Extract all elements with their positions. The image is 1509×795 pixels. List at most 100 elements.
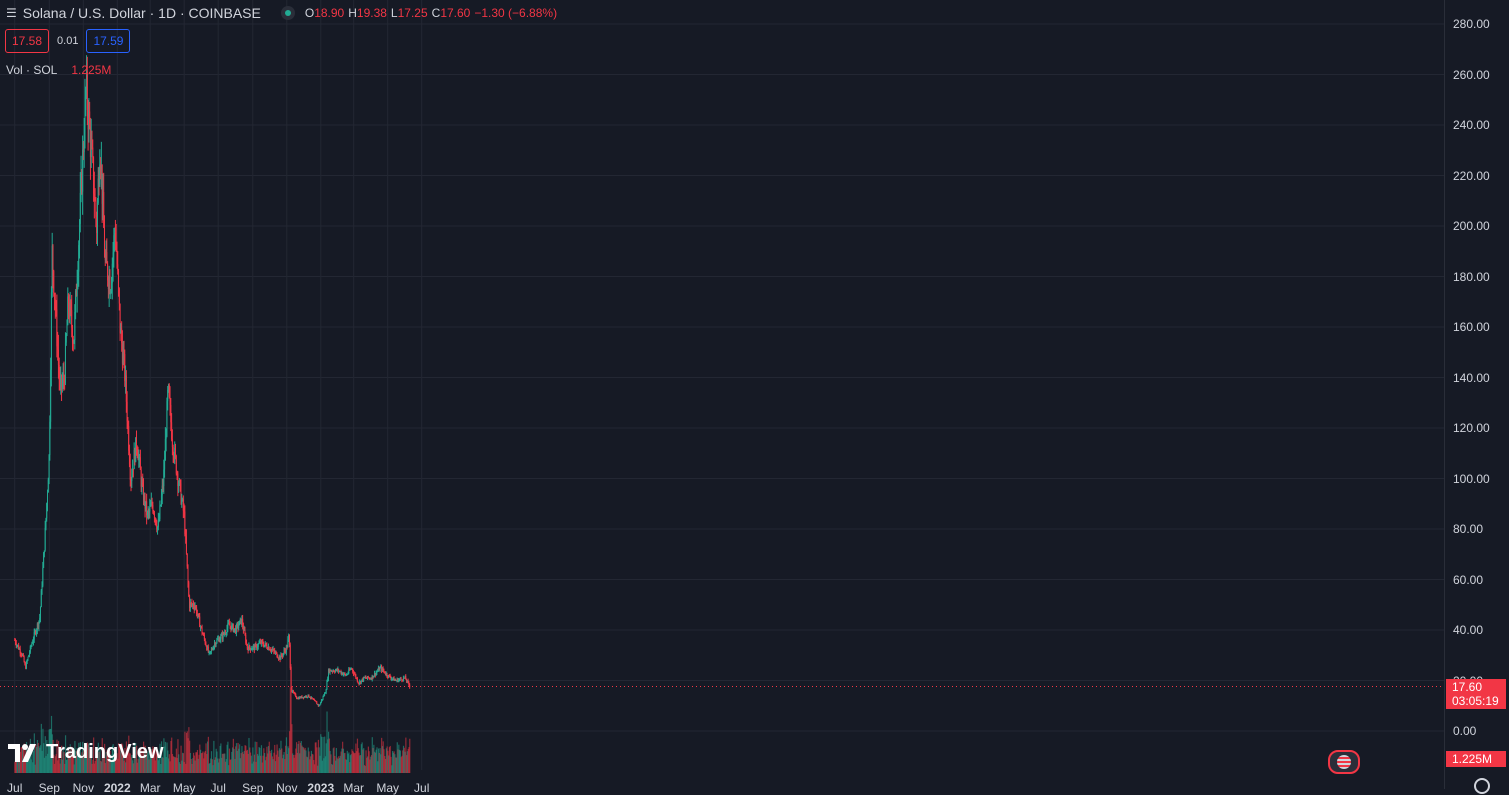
last-price-tag: 17.60 03:05:19 <box>1446 678 1506 709</box>
candle-body <box>160 505 162 507</box>
candle-body <box>120 328 122 334</box>
candle-body <box>15 643 17 646</box>
candle-body <box>108 275 110 290</box>
candle-body <box>131 476 133 482</box>
volume-bar <box>324 756 327 773</box>
price-chart[interactable] <box>0 0 1444 789</box>
volume-bar <box>209 762 211 773</box>
candle-body <box>297 697 299 699</box>
candle-body <box>353 673 355 675</box>
candle-body <box>138 457 140 460</box>
volume-bar <box>152 746 154 773</box>
volume-legend[interactable]: Vol · SOL 1.225M <box>6 63 111 77</box>
volume-bar <box>173 756 175 773</box>
price-axis[interactable]: 280.00 260.00 240.00 220.00 200.00 180.00 160.… <box>1444 0 1509 789</box>
gear-icon[interactable] <box>1474 778 1490 794</box>
volume-bar <box>37 742 39 773</box>
time-axis[interactable]: Jul Sep Nov 2022 Mar May Jul Sep Nov 2023 Mar May Ju… <box>0 770 1444 795</box>
candle-body <box>36 629 38 634</box>
candle-body <box>121 342 123 364</box>
price-tick-label: 120.00 <box>1453 421 1490 435</box>
volume-bar <box>240 753 242 773</box>
candle-body <box>209 651 211 653</box>
volume-bar <box>363 765 366 773</box>
volume-bar <box>352 752 355 773</box>
chart-area[interactable]: ☰ Solana / U.S. Dollar · 1D · COINBASE O… <box>0 0 1444 795</box>
candle-body <box>292 690 294 693</box>
price-tick-label: 200.00 <box>1453 219 1490 233</box>
volume-bar <box>351 749 353 773</box>
tradingview-logo[interactable]: TradingView <box>8 741 163 764</box>
candle-body <box>381 666 383 671</box>
volume-bar <box>192 758 194 773</box>
candle-body <box>359 681 361 684</box>
candle-body <box>266 645 268 649</box>
candle-body <box>51 245 53 293</box>
volume-bar <box>236 750 238 773</box>
candle-body <box>389 675 391 678</box>
volume-bar <box>19 751 21 773</box>
volume-bar <box>352 750 354 773</box>
volume-bar <box>314 742 316 773</box>
candle-body <box>101 164 103 204</box>
volume-bar <box>249 747 251 773</box>
sell-button[interactable]: 17.58 <box>5 29 50 53</box>
candle-body <box>367 676 369 678</box>
volume-bar <box>321 760 323 773</box>
volume-bar <box>143 750 145 773</box>
candle-body <box>149 506 151 512</box>
volume-bar <box>323 758 325 773</box>
volume-bar <box>363 748 365 773</box>
volume-bar <box>253 761 255 773</box>
volume-bar <box>178 754 180 773</box>
candle-body <box>133 449 135 470</box>
candle-body <box>128 450 130 465</box>
us-flag-icon[interactable] <box>1328 750 1360 774</box>
candle-body <box>316 702 318 705</box>
candle-body <box>273 649 275 651</box>
volume-bar <box>284 759 286 773</box>
volume-bar <box>112 744 114 773</box>
symbol-title[interactable]: Solana / U.S. Dollar · 1D · COINBASE <box>22 5 261 21</box>
candle-body <box>184 511 186 535</box>
volume-bar <box>278 756 280 773</box>
volume-bar <box>185 732 188 773</box>
candle-body <box>203 635 205 640</box>
candle-body <box>234 628 236 630</box>
candle-body <box>342 672 344 675</box>
volume-bar <box>156 747 158 773</box>
volume-bar <box>407 748 409 773</box>
volume-bar <box>118 743 120 773</box>
candle-body <box>215 643 217 646</box>
buy-button[interactable]: 17.59 <box>86 29 131 53</box>
candle-body <box>163 469 165 487</box>
candle-body <box>36 623 38 630</box>
candle-body <box>327 678 329 682</box>
candle-body <box>394 679 396 681</box>
candle-body <box>26 660 28 662</box>
candle-body <box>305 695 307 698</box>
hamburger-icon[interactable]: ☰ <box>6 6 17 20</box>
volume-bar <box>371 737 373 773</box>
volume-bar <box>100 761 103 773</box>
volume-bar <box>272 759 274 773</box>
volume-bar <box>356 738 359 773</box>
volume-bar <box>249 752 252 773</box>
volume-bar <box>29 755 31 773</box>
candle-body <box>22 654 24 656</box>
candle-body <box>56 309 58 347</box>
volume-bar <box>60 758 62 773</box>
candle-body <box>174 447 176 459</box>
volume-bar <box>243 750 245 773</box>
candle-body <box>23 656 25 663</box>
candle-body <box>320 702 322 705</box>
volume-bar <box>157 750 159 773</box>
candle-body <box>47 479 49 493</box>
volume-bar <box>99 747 101 773</box>
candle-body <box>141 482 143 487</box>
candle-body <box>22 654 24 657</box>
volume-bar <box>86 744 88 773</box>
volume-bar <box>109 750 111 773</box>
volume-bar <box>366 757 368 773</box>
volume-bar <box>198 754 200 773</box>
